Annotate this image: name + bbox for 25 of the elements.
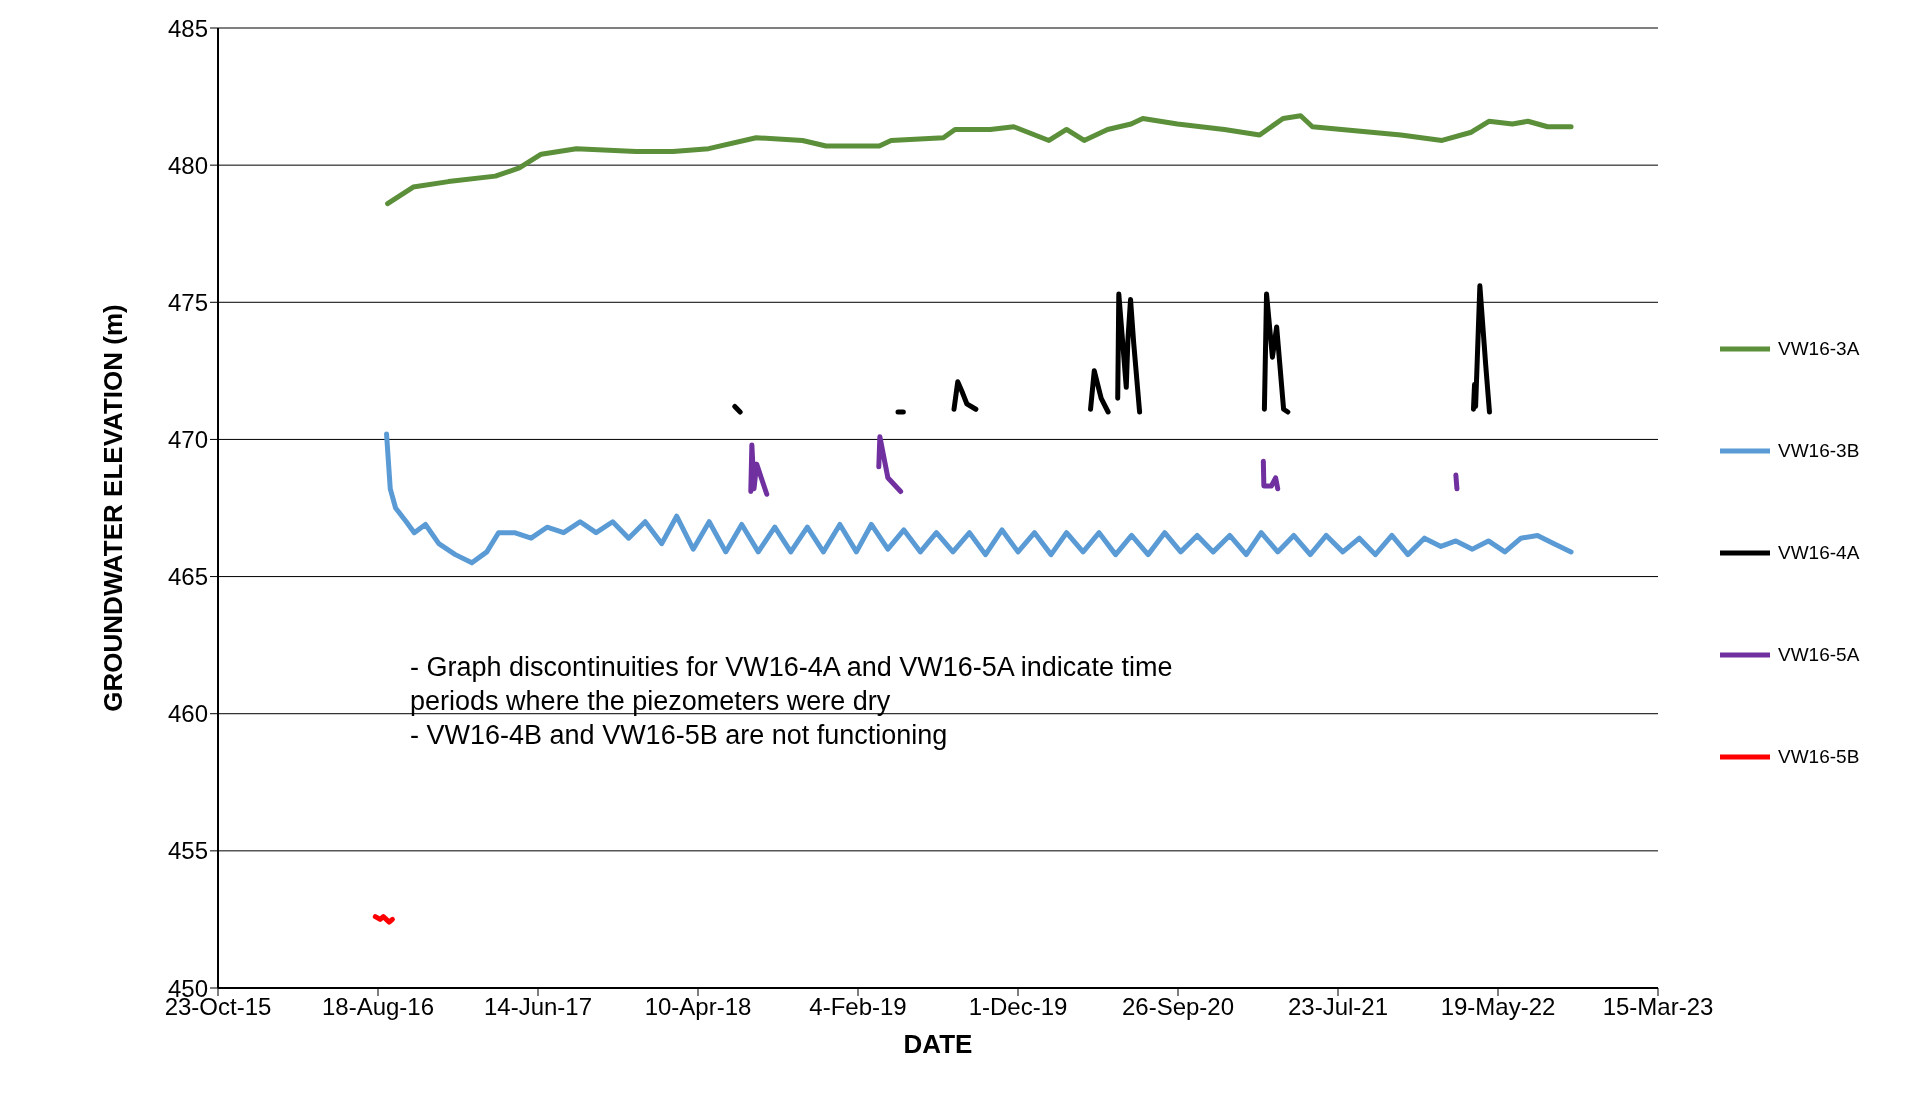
- x-tick-label: 1-Dec-19: [968, 993, 1068, 1021]
- y-tick-label: 460: [167, 700, 208, 728]
- y-tick-label: 455: [167, 837, 208, 865]
- y-tick-label: 475: [167, 288, 208, 316]
- x-tick-label: 14-Jun-17: [483, 993, 593, 1021]
- y-tick-label: 480: [167, 151, 208, 179]
- x-tick-label: 19-May-22: [1440, 993, 1556, 1021]
- x-tick-label: 15-Mar-23: [1602, 993, 1714, 1021]
- y-tick-label: 465: [167, 563, 208, 591]
- x-axis-title: DATE: [903, 1029, 973, 1059]
- x-tick-label: 23-Jul-21: [1287, 993, 1389, 1021]
- legend-label: VW16-3B: [1778, 440, 1860, 462]
- x-tick-label: 4-Feb-19: [809, 993, 907, 1021]
- y-tick-label: 470: [167, 425, 208, 453]
- x-tick-label: 10-Apr-18: [644, 993, 752, 1021]
- x-tick-label: 18-Aug-16: [321, 993, 435, 1021]
- legend-label: VW16-5A: [1778, 644, 1860, 666]
- legend-label: VW16-4A: [1778, 542, 1860, 564]
- legend-label: VW16-5B: [1778, 746, 1860, 768]
- x-tick-label: 26-Sep-20: [1121, 993, 1235, 1021]
- legend-label: VW16-3A: [1778, 338, 1860, 360]
- annotation: - Graph discontinuities for VW16-4A and VW16-5A indicate time periods where the piezometers were dry: [410, 651, 1174, 718]
- annotation: - VW16-4B and VW16-5B are not functioning: [410, 719, 949, 752]
- y-axis-title: GROUNDWATER ELEVATION (m): [98, 304, 129, 712]
- y-tick-label: 485: [167, 14, 208, 42]
